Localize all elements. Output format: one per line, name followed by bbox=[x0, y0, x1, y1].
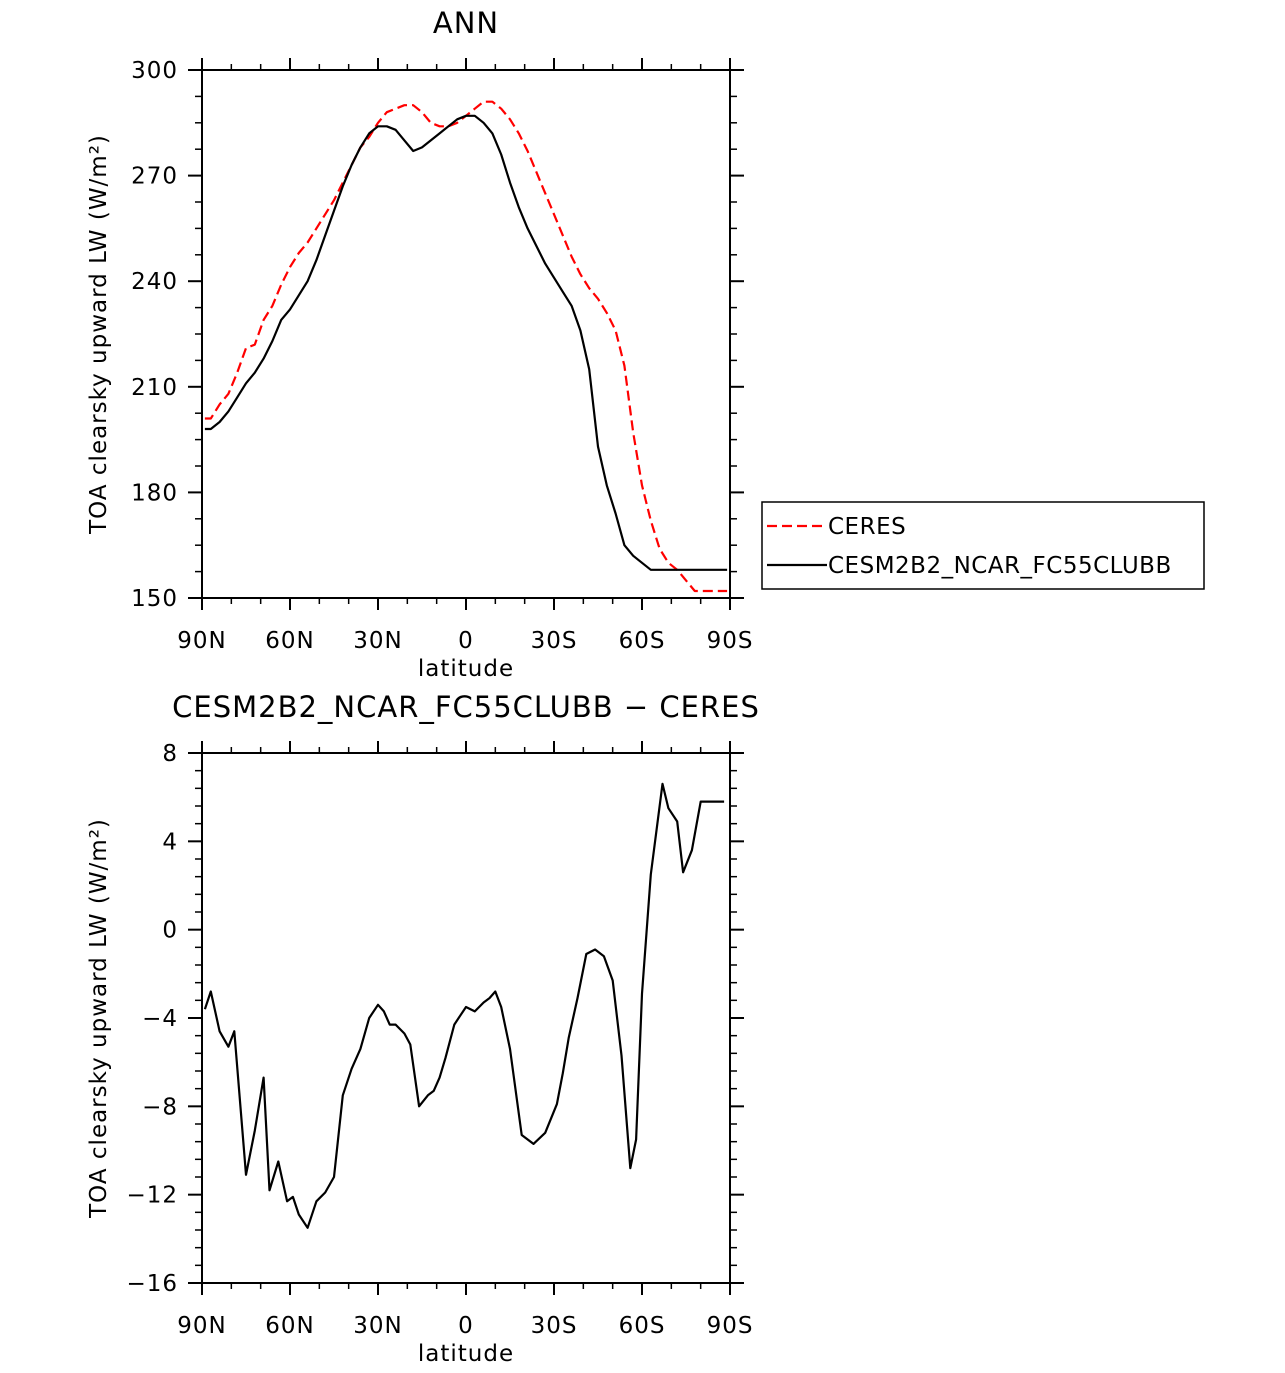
x-axis-label: latitude bbox=[418, 656, 514, 682]
series-line-0 bbox=[204, 100, 728, 593]
y-tick-label: 210 bbox=[131, 375, 178, 401]
y-tick-label: 270 bbox=[131, 164, 178, 190]
top-panel-annual-mean: ANN 90N 60N 30N 0 30S 60S 90S 150 180 210 240 270 300… bbox=[86, 6, 1205, 682]
x-tick-label: 60S bbox=[619, 628, 666, 654]
x-tick-label: 0 bbox=[458, 1313, 474, 1339]
plot-frame bbox=[201, 752, 731, 1284]
series-line-1 bbox=[204, 114, 728, 571]
chart-title: ANN bbox=[433, 6, 499, 40]
x-tick-label: 90N bbox=[177, 628, 226, 654]
x-tick-label: 90N bbox=[177, 1313, 226, 1339]
chart-title: CESM2B2_NCAR_FC55CLUBB − CERES bbox=[172, 690, 760, 724]
bottom-panel-difference: CESM2B2_NCAR_FC55CLUBB − CERES 90N 60N 30N 0… bbox=[86, 690, 760, 1367]
y-tick-label: −4 bbox=[142, 1006, 178, 1032]
x-tick-label: 30S bbox=[531, 1313, 578, 1339]
y-tick-label: 240 bbox=[131, 269, 178, 295]
y-tick-label: 180 bbox=[131, 480, 178, 506]
y-tick-label: −12 bbox=[126, 1183, 178, 1209]
x-tick-label: 90S bbox=[707, 628, 754, 654]
legend-label: CERES bbox=[828, 514, 906, 540]
y-axis-label: TOA clearsky upward LW (W/m²) bbox=[86, 818, 112, 1219]
plot-frame bbox=[201, 69, 731, 599]
legend-label: CESM2B2_NCAR_FC55CLUBB bbox=[828, 553, 1172, 579]
x-tick-label: 30N bbox=[353, 628, 402, 654]
y-tick-label: 300 bbox=[131, 58, 178, 84]
x-tick-label: 0 bbox=[458, 628, 474, 654]
series-line-0 bbox=[203, 782, 725, 1229]
x-tick-label: 90S bbox=[707, 1313, 754, 1339]
y-axis-label: TOA clearsky upward LW (W/m²) bbox=[86, 134, 112, 535]
y-tick-label: 150 bbox=[131, 586, 178, 612]
x-tick-label: 60N bbox=[265, 1313, 314, 1339]
legend: CERES CESM2B2_NCAR_FC55CLUBB bbox=[761, 501, 1205, 590]
y-tick-label: −16 bbox=[126, 1271, 178, 1297]
x-tick-label: 30S bbox=[531, 628, 578, 654]
y-tick-label: 8 bbox=[162, 741, 178, 767]
y-tick-label: 0 bbox=[162, 918, 178, 944]
y-tick-label: −8 bbox=[142, 1094, 178, 1120]
x-tick-label: 60S bbox=[619, 1313, 666, 1339]
legend-box bbox=[761, 501, 1205, 590]
x-tick-label: 60N bbox=[265, 628, 314, 654]
x-tick-label: 30N bbox=[353, 1313, 402, 1339]
y-tick-label: 4 bbox=[162, 829, 178, 855]
x-axis-label: latitude bbox=[418, 1341, 514, 1367]
